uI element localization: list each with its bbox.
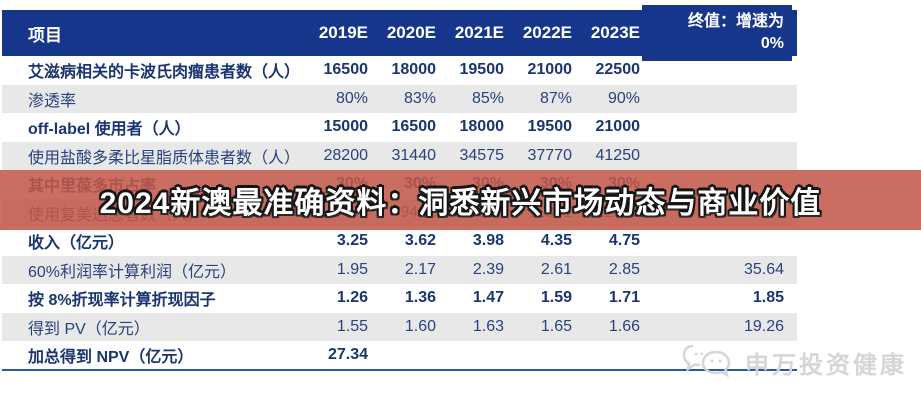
row-value: 1.47 [472,289,504,307]
row-value: 1.95 [336,260,368,278]
header-cell-terminal-value: 终值：增速为 0% [642,5,792,61]
row-value: 21000 [527,61,573,79]
table-row: 60%利润率计算利润（亿元） 1.95 2.17 2.39 2.61 2.85 … [2,255,797,284]
table-row: off-label 使用者（人） 15000 16500 18000 19500… [2,113,797,142]
table-header-row: 项目 2019E 2020E 2021E 2022E 2023E 终值：增速为 … [2,5,797,61]
row-value: 34575 [459,146,505,164]
promo-banner-text: 2024新澳最准确资料：洞悉新兴市场动态与商业价值 [99,187,822,220]
row-value: 27.34 [327,346,368,364]
row-label: 使用盐酸多柔比星脂质体患者数（人） [28,149,301,167]
row-value: 2.39 [472,260,504,278]
row-value: 3.62 [404,232,436,250]
row-value: 18000 [391,61,437,79]
row-value: 1.60 [404,317,436,335]
row-label: 加总得到 NPV（亿元） [28,349,194,367]
row-value: 28200 [323,146,369,164]
row-value: 1.66 [608,317,640,335]
row-value: 2.17 [404,260,436,278]
row-value: 83% [403,89,436,107]
row-label: 收入（亿元） [28,235,125,253]
header-cell-project: 项目 [28,25,62,45]
row-value: 80% [335,89,368,107]
promo-banner-overlay: 2024新澳最准确资料：洞悉新兴市场动态与商业价值 [0,170,921,230]
row-value: 41250 [595,146,641,164]
row-value: 85% [471,89,504,107]
row-value: 22500 [595,61,641,79]
row-value: 15000 [323,118,369,136]
row-value: 18000 [459,118,505,136]
row-value: 1.26 [336,289,368,307]
header-cell-2020e: 2020E [386,23,436,42]
table-row: 收入（亿元） 3.25 3.62 3.98 4.35 4.75 [2,227,797,256]
row-label: 60%利润率计算利润（亿元） [28,263,237,281]
row-label: off-label 使用者（人） [28,121,191,139]
row-value: 19500 [527,118,573,136]
row-value: 1.55 [336,317,368,335]
row-value: 4.75 [608,232,640,250]
terminal-header-line2: 0% [760,35,784,52]
table-bottom-rule [2,369,797,371]
watermark-text: 申万投资健康 [745,351,907,379]
header-cell-2022e: 2022E [522,23,572,42]
row-terminal-value: 19.26 [743,317,784,335]
row-value: 4.35 [540,232,572,250]
table-row: 渗透率 80% 83% 85% 87% 90% [2,84,797,113]
table-row: 使用盐酸多柔比星脂质体患者数（人） 28200 31440 34575 3777… [2,141,797,170]
header-cell-2021e: 2021E [454,23,504,42]
row-label: 得到 PV（亿元） [28,320,150,338]
row-value: 31440 [391,146,437,164]
table-row: 得到 PV（亿元） 1.55 1.60 1.63 1.65 1.66 19.26 [2,312,797,341]
row-terminal-value: 35.64 [743,260,784,278]
row-value: 19500 [459,61,505,79]
row-value: 1.71 [608,289,640,307]
row-value: 1.36 [404,289,436,307]
row-value: 1.59 [540,289,572,307]
row-value: 37770 [527,146,573,164]
table-row: 按 8%折现率计算折现因子 1.26 1.36 1.47 1.59 1.71 1… [2,284,797,313]
row-value: 16500 [323,61,369,79]
row-value: 2.61 [540,260,572,278]
header-cell-2023e: 2023E [590,23,640,42]
row-value: 2.85 [608,260,640,278]
row-value: 1.63 [472,317,504,335]
row-label: 渗透率 [28,92,77,110]
row-value: 90% [607,89,640,107]
row-terminal-value: 1.85 [752,289,784,307]
row-label: 按 8%折现率计算折现因子 [28,292,216,310]
row-value: 16500 [391,118,437,136]
row-label: 艾滋病相关的卡波氏肉瘤患者数（人） [28,64,301,82]
row-value: 1.65 [540,317,572,335]
row-value: 3.25 [336,232,368,250]
row-value: 21000 [595,118,641,136]
header-cell-2019e: 2019E [318,23,368,42]
table-row: 加总得到 NPV（亿元） 27.34 [2,341,797,370]
watermark: 申万投资健康 [683,342,907,382]
row-value: 87% [539,89,572,107]
chat-bubbles-icon [683,344,731,378]
row-value: 3.98 [472,232,504,250]
terminal-header-line1: 终值：增速为 [687,13,784,31]
